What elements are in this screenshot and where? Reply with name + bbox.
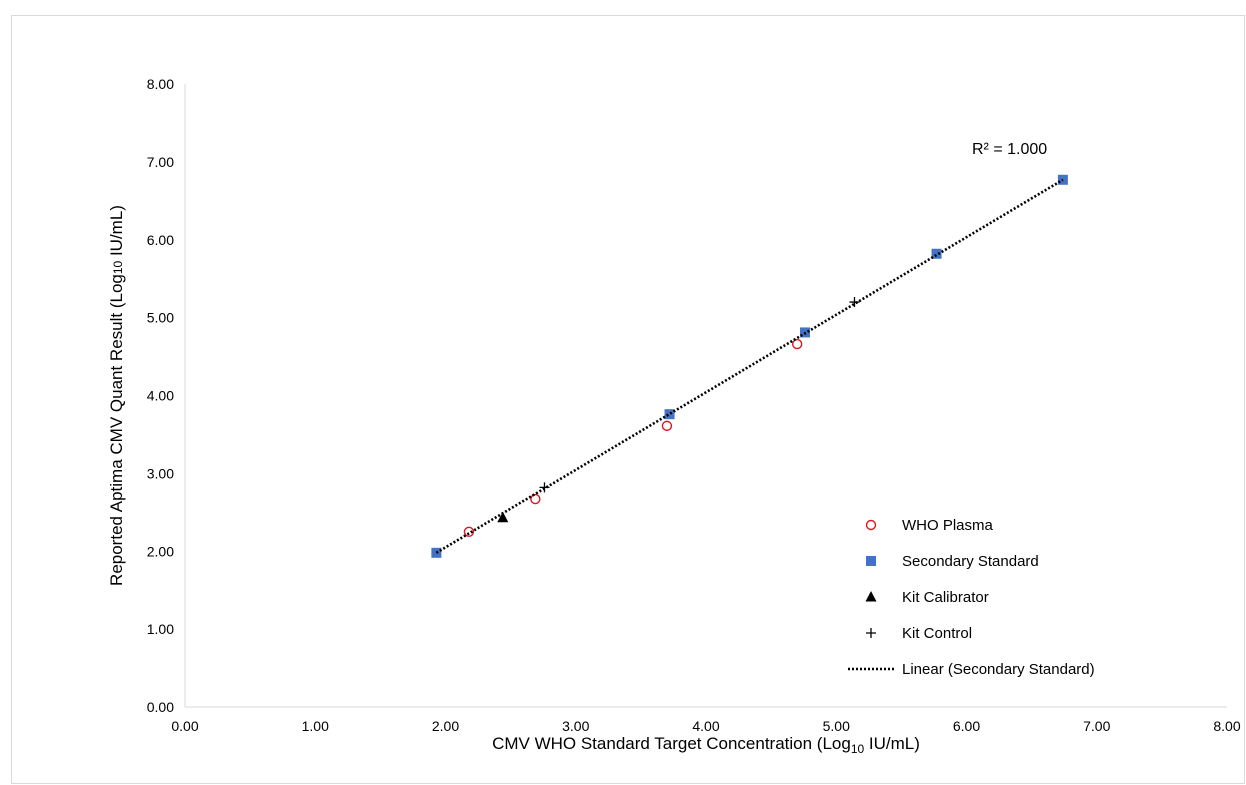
y-tick-label: 2.00: [147, 543, 174, 559]
legend-label: Linear (Secondary Standard): [902, 661, 1095, 678]
data-point: [463, 526, 475, 537]
r-squared-annotation: R² = 1.000: [972, 141, 1047, 158]
legend-label: Secondary Standard: [902, 553, 1039, 570]
legend-marker: [866, 556, 876, 566]
legend-marker: [865, 591, 877, 602]
x-tick-label: 0.00: [171, 718, 198, 734]
data-point: [661, 420, 673, 432]
x-tick-label: 8.00: [1213, 718, 1240, 734]
y-tick-label: 4.00: [147, 388, 174, 404]
trendline: [435, 178, 1064, 554]
data-point: [931, 248, 942, 259]
x-tick-label: 1.00: [302, 718, 329, 734]
legend-marker: [866, 628, 876, 638]
data-point: [1057, 174, 1068, 185]
x-tick-label: 2.00: [432, 718, 459, 734]
x-tick-label: 4.00: [692, 718, 719, 734]
y-tick-label: 6.00: [147, 232, 174, 248]
y-axis-title: Reported Aptima CMV Quant Result (Log10 …: [107, 205, 126, 586]
y-tick-label: 8.00: [147, 76, 174, 92]
data-point: [497, 511, 509, 523]
data-point: [849, 297, 860, 308]
x-tick-label: 7.00: [1083, 718, 1110, 734]
chart-frame: [11, 15, 1245, 784]
x-tick-label: 6.00: [953, 718, 980, 734]
y-tick-label: 1.00: [147, 621, 174, 637]
legend-marker: [865, 519, 877, 531]
legend-label: WHO Plasma: [902, 517, 994, 534]
x-tick-label: 5.00: [823, 718, 850, 734]
data-point: [530, 493, 541, 505]
y-tick-label: 5.00: [147, 310, 174, 326]
y-tick-label: 3.00: [147, 465, 174, 481]
y-tick-label: 0.00: [147, 699, 174, 715]
x-axis-title: CMV WHO Standard Target Concentration (L…: [492, 734, 920, 756]
data-point: [791, 338, 803, 350]
x-tick-label: 3.00: [562, 718, 589, 734]
data-point: [664, 409, 675, 420]
legend-label: Kit Control: [902, 625, 972, 642]
y-tick-label: 7.00: [147, 154, 174, 170]
legend-label: Kit Calibrator: [902, 589, 989, 606]
